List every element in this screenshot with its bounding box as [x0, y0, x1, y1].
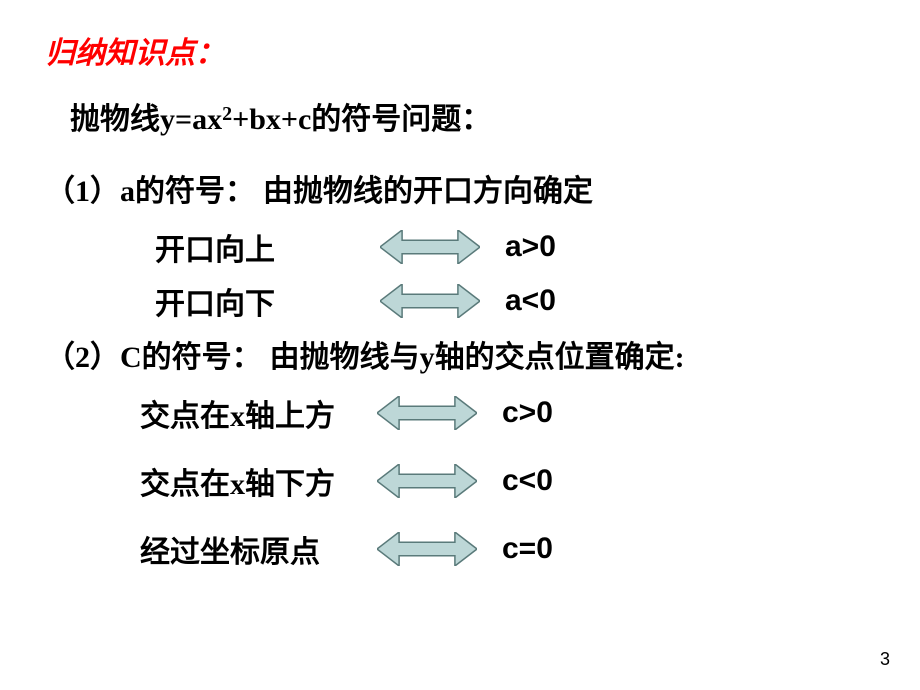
rule-right: a>0: [505, 230, 556, 264]
double-arrow-icon: [375, 230, 485, 264]
section-2-desc: 由抛物线与y轴的交点位置确定:: [270, 332, 685, 376]
rule-row: 交点在x轴下方 c<0: [140, 456, 880, 506]
rule-left: 经过坐标原点: [140, 527, 372, 571]
rule-row: 经过坐标原点 c=0: [140, 524, 880, 574]
heading-prefix: 抛物线y=ax: [70, 103, 222, 136]
double-arrow-icon: [375, 284, 485, 318]
double-arrow-icon: [372, 396, 482, 430]
section-2-label: （2）C的符号：: [45, 332, 262, 376]
page-number: 3: [880, 649, 890, 670]
rule-row: 开口向上 a>0: [155, 222, 880, 272]
double-arrow-icon: [372, 464, 482, 498]
rule-right: a<0: [505, 284, 556, 318]
rule-left: 交点在x轴上方: [140, 391, 372, 435]
rule-row: 开口向下 a<0: [155, 276, 880, 326]
rule-right: c>0: [502, 396, 553, 430]
rule-left: 交点在x轴下方: [140, 459, 372, 503]
section-1-header: （1）a的符号： 由抛物线的开口方向确定: [45, 166, 880, 210]
rule-right: c<0: [502, 464, 553, 498]
section-1-rules: 开口向上 a>0 开口向下 a<0: [45, 222, 880, 326]
section-1-label: （1）a的符号：: [45, 166, 255, 210]
section-2-rules: 交点在x轴上方 c>0 交点在x轴下方 c<0 经过坐标原点 c=0: [45, 388, 880, 574]
rule-right: c=0: [502, 532, 553, 566]
heading-sup: 2: [222, 103, 232, 125]
parabola-heading: 抛物线y=ax2+bx+c的符号问题：: [70, 94, 880, 138]
double-arrow-icon: [372, 532, 482, 566]
summary-title: 归纳知识点：: [45, 28, 880, 72]
rule-row: 交点在x轴上方 c>0: [140, 388, 880, 438]
rule-left: 开口向下: [155, 279, 375, 323]
section-2-header: （2）C的符号： 由抛物线与y轴的交点位置确定:: [45, 332, 880, 376]
rule-left: 开口向上: [155, 225, 375, 269]
section-1-desc: 由抛物线的开口方向确定: [263, 166, 593, 210]
heading-suffix: +bx+c的符号问题：: [232, 103, 491, 136]
